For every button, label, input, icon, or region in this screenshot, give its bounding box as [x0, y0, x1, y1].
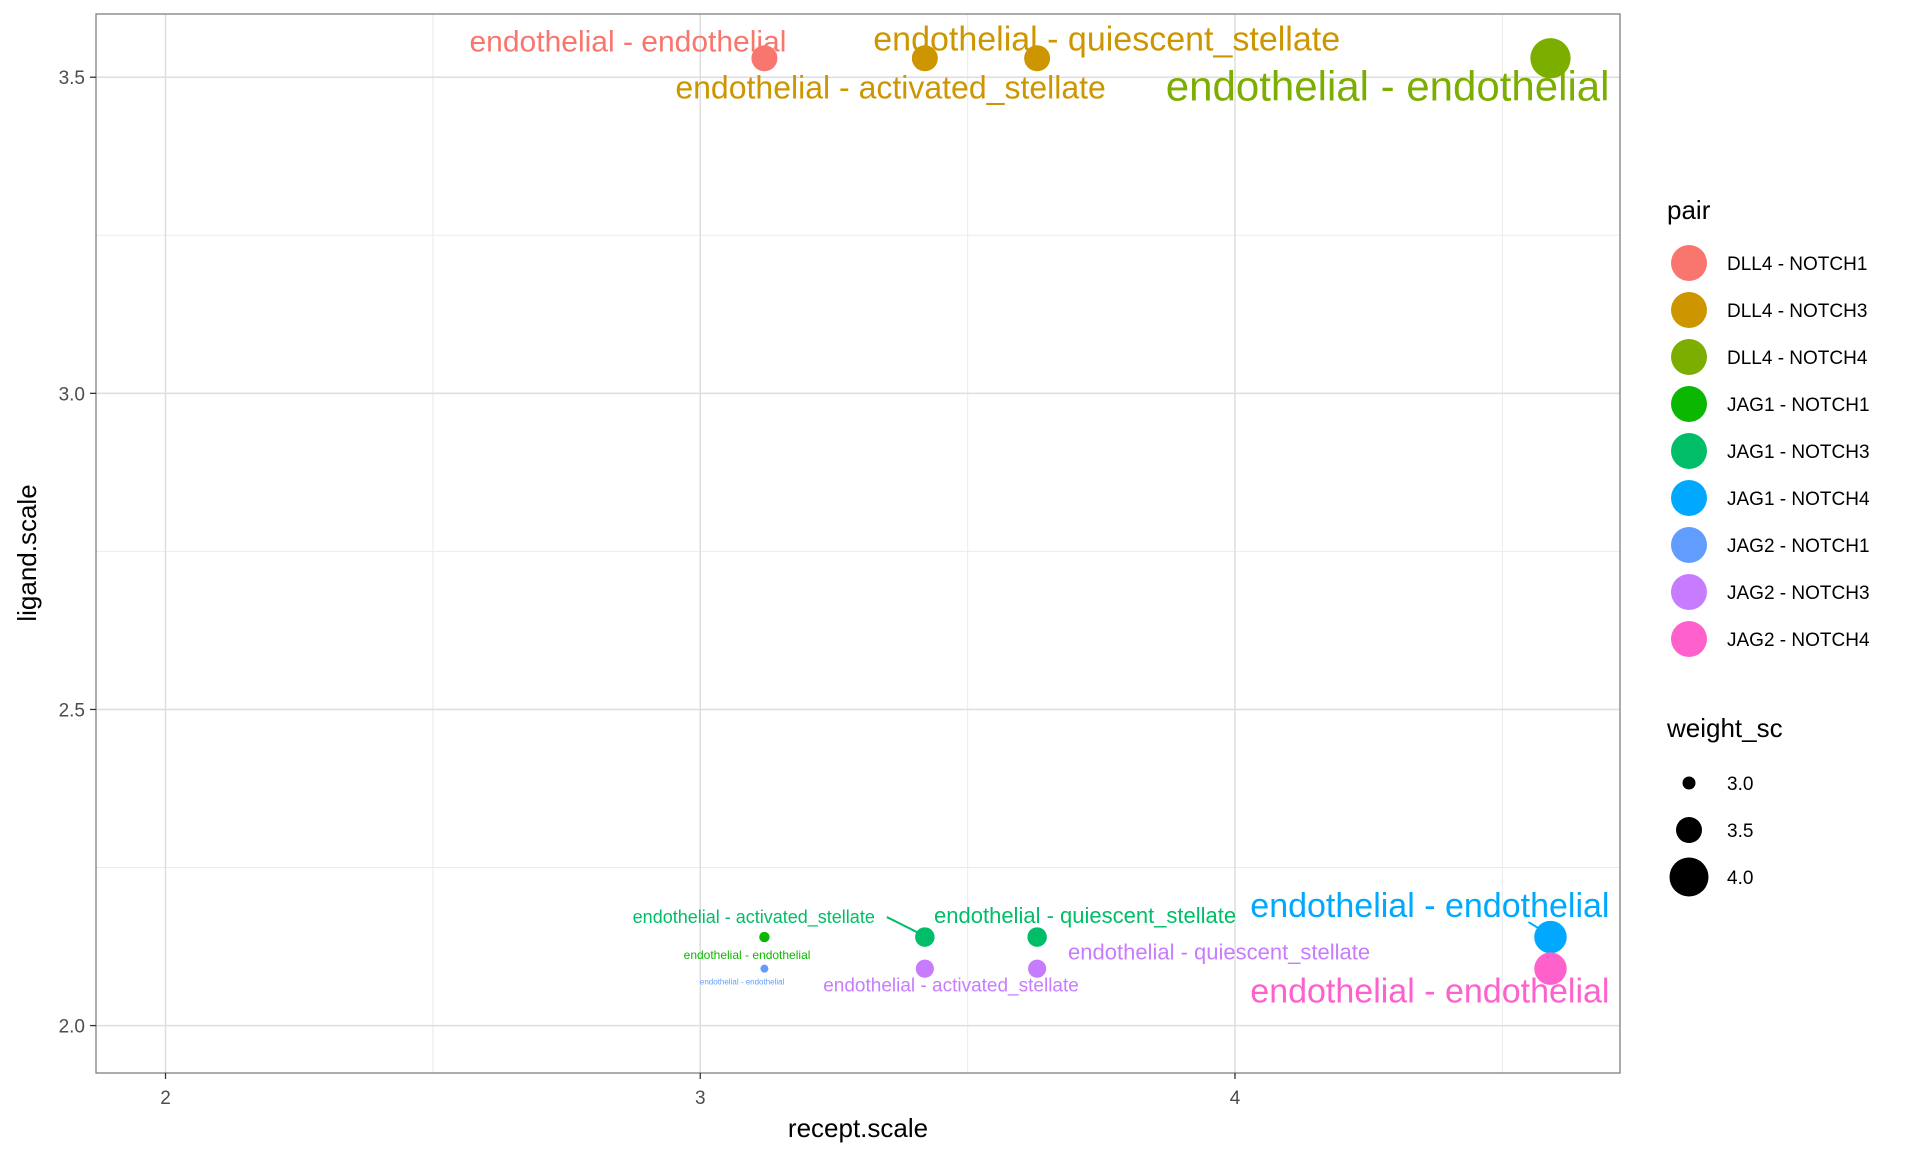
data-point [911, 45, 938, 72]
x-axis-tick-label: 4 [1230, 1088, 1241, 1109]
point-label: endothelial - endothelial [1250, 887, 1609, 925]
legend-pair-title: pair [1667, 195, 1711, 225]
legend-pair-label: JAG2 - NOTCH4 [1727, 630, 1870, 651]
point-label: endothelial - activated_stellate [823, 976, 1079, 997]
legend-size-label: 3.0 [1727, 774, 1753, 795]
legend-pair-label: DLL4 - NOTCH1 [1727, 254, 1867, 275]
legend-pair-swatch [1671, 527, 1707, 563]
legend-pair-label: JAG1 - NOTCH4 [1727, 489, 1870, 510]
data-point [1534, 920, 1567, 954]
legend-pair-swatch [1671, 292, 1707, 328]
y-axis-tick-label: 3.0 [59, 384, 85, 405]
point-label: endothelial - endothelial [684, 948, 811, 962]
y-axis-tick-label: 2.0 [59, 1017, 85, 1038]
y-axis-title: ligand.scale [12, 484, 42, 621]
point-label: endothelial - endothelial [1250, 973, 1609, 1011]
data-point [1530, 38, 1571, 79]
y-axis-tick-label: 3.5 [59, 68, 85, 89]
point-label: endothelial - quiescent_stellate [873, 20, 1340, 58]
legend-pair-label: JAG2 - NOTCH3 [1727, 583, 1870, 604]
data-point [915, 959, 934, 978]
x-axis-title: recept.scale [788, 1113, 928, 1143]
point-label: endothelial - endothelial [700, 978, 785, 987]
legend-pair-swatch [1671, 433, 1707, 469]
legend-pair-label: JAG1 - NOTCH3 [1727, 442, 1870, 463]
grid [96, 14, 1620, 1073]
point-label: endothelial - activated_stellate [675, 69, 1106, 105]
point-label-connector [886, 916, 922, 935]
point-label: endothelial - quiescent_stellate [934, 903, 1236, 928]
data-point [751, 45, 778, 72]
legend-pair-label: JAG1 - NOTCH1 [1727, 395, 1870, 416]
legend-pair-swatch [1671, 339, 1707, 375]
legend-size-label: 4.0 [1727, 868, 1753, 889]
point-labels: endothelial - endothelial endothelial - a… [470, 20, 1610, 1010]
point-label-connector [1527, 921, 1548, 934]
data-point [760, 964, 769, 973]
x-axis-tick-label: 2 [160, 1088, 171, 1109]
point-label: endothelial - endothelial [1166, 62, 1610, 109]
point-label: endothelial - activated_stellate [633, 907, 875, 928]
data-point [1024, 45, 1051, 72]
legend-pair-label: DLL4 - NOTCH4 [1727, 348, 1868, 369]
panel-border [95, 13, 1621, 1074]
data-points [751, 38, 1571, 985]
data-point [1534, 952, 1567, 985]
legend-weight-title: weight_sc [1666, 713, 1783, 743]
legend-size-swatch [1676, 817, 1702, 843]
legend-size-label: 3.5 [1727, 821, 1753, 842]
data-point [1027, 927, 1047, 947]
legend-pair-swatch [1671, 621, 1707, 657]
point-label: endothelial - endothelial [470, 25, 787, 58]
y-axis-tick-label: 2.5 [59, 700, 85, 721]
legend-size-swatch [1682, 776, 1696, 790]
data-point [1028, 959, 1047, 978]
legend-pair-swatch [1671, 574, 1707, 610]
legend-size-items: 3.0 3.5 4.0 [1669, 774, 1753, 897]
legend-pair-swatch [1671, 245, 1707, 281]
data-point [915, 927, 935, 947]
axes: 2 3 4 2.0 2.5 3.0 3.5 [59, 68, 1241, 1109]
legend-pair-items: DLL4 - NOTCH1 DLL4 - NOTCH3 DLL4 - NOTCH4 J… [1671, 245, 1870, 657]
legend-pair-swatch [1671, 480, 1707, 516]
legend-pair-label: DLL4 - NOTCH3 [1727, 301, 1867, 322]
data-point [759, 931, 770, 943]
legend-pair-label: JAG2 - NOTCH1 [1727, 536, 1870, 557]
legend-size-swatch [1669, 857, 1709, 897]
point-label: endothelial - quiescent_stellate [1068, 940, 1370, 965]
x-axis-tick-label: 3 [695, 1088, 706, 1109]
legend-pair-swatch [1671, 386, 1707, 422]
